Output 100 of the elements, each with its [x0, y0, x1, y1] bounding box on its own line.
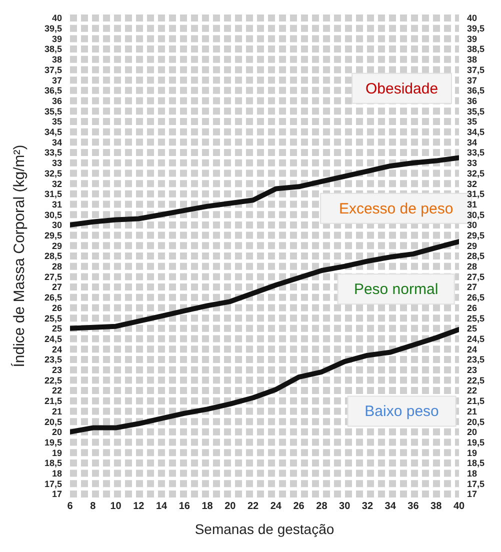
y-tick-label: 34,5	[44, 127, 62, 138]
x-tick-label: 14	[156, 501, 168, 512]
y2-tick-label: 22,5	[467, 375, 485, 386]
y-tick-label: 32	[52, 178, 62, 189]
y-tick-label: 26,5	[44, 292, 62, 303]
x-axis-title: Semanas de gestação	[194, 521, 334, 537]
y-tick-label: 25,5	[44, 313, 62, 324]
y2-tick-label: 36	[467, 96, 478, 106]
x-tick-label: 34	[384, 501, 396, 512]
x-tick-label: 6	[67, 501, 74, 512]
y2-tick-label: 34	[467, 137, 478, 148]
y2-tick-label: 26	[467, 302, 478, 313]
x-tick-label: 28	[316, 501, 328, 512]
y-tick-label: 29,5	[44, 230, 62, 240]
y2-tick-label: 26,5	[467, 292, 485, 303]
y2-tick-label: 33	[467, 158, 478, 168]
y-tick-label: 19	[52, 448, 62, 458]
x-tick-label: 18	[202, 501, 214, 512]
y-tick-label: 38	[52, 54, 62, 65]
y-tick-label: 18	[52, 468, 62, 478]
y2-tick-label: 24,5	[467, 334, 485, 344]
y2-tick-label: 27,5	[467, 272, 485, 282]
y2-tick-label: 17	[467, 489, 478, 500]
annotation: Excesso de peso	[338, 200, 454, 218]
y2-tick-label: 36,5	[467, 86, 485, 96]
y2-tick-label: 20	[467, 427, 478, 438]
y-tick-label: 28,5	[44, 251, 62, 262]
annotation: Obesidade	[366, 80, 438, 98]
y2-tick-label: 18	[467, 468, 478, 478]
y-tick-label: 24	[52, 344, 62, 354]
y-tick-label: 40	[52, 13, 62, 24]
x-tick-label: 26	[293, 501, 305, 512]
y2-tick-label: 22	[467, 386, 478, 396]
y2-tick-label: 29,5	[467, 230, 485, 240]
y-tick-label: 38,5	[44, 44, 62, 54]
y-tick-label: 32,5	[44, 168, 62, 178]
y-tick-label: 22,5	[44, 375, 62, 386]
y2-tick-label: 27	[467, 282, 478, 292]
y2-tick-label: 17,5	[467, 478, 485, 489]
x-tick-label: 24	[270, 501, 282, 512]
y2-tick-label: 29	[467, 240, 478, 251]
x-tick-label: 30	[339, 501, 351, 512]
y2-tick-label: 19,5	[467, 437, 485, 448]
y2-tick-label: 32	[467, 178, 478, 189]
y2-tick-label: 24	[467, 344, 478, 354]
y2-tick-label: 18,5	[467, 458, 485, 468]
y-tick-label: 30	[52, 220, 62, 230]
x-tick-label: 40	[453, 501, 465, 512]
y-tick-label: 37	[52, 75, 62, 86]
annotation: Peso normal	[354, 281, 438, 298]
y2-tick-label: 20,5	[467, 416, 485, 427]
y-tick-label: 35	[52, 116, 62, 127]
x-tick-label: 8	[90, 501, 96, 512]
y2-tick-label: 37,5	[467, 64, 485, 75]
x-tick-label: 12	[133, 501, 145, 512]
y2-tick-label: 38	[467, 54, 478, 65]
y2-tick-label: 40	[467, 13, 478, 24]
y-tick-label: 17	[52, 489, 62, 500]
y2-tick-label: 39	[467, 34, 478, 44]
y2-tick-label: 19	[467, 448, 478, 458]
y-tick-label: 34	[52, 137, 62, 148]
y-tick-label: 25	[52, 324, 62, 334]
y-axis-title: Índice de Massa Corporal (kg/m²)	[10, 144, 28, 368]
y2-tick-label: 30,5	[467, 210, 485, 220]
x-tick-label: 16	[178, 501, 190, 512]
y2-tick-label: 21	[467, 406, 478, 416]
x-tick-label: 38	[430, 501, 442, 512]
y2-tick-label: 31,5	[467, 189, 485, 200]
y-tick-label: 39,5	[44, 24, 62, 34]
y-tick-label: 26	[52, 302, 62, 313]
y-tick-label: 27,5	[44, 272, 62, 282]
annotation: Baixo peso	[364, 403, 439, 420]
y2-tick-label: 34,5	[467, 127, 485, 138]
y2-tick-label: 35,5	[467, 106, 485, 116]
y-tick-label: 29	[52, 240, 62, 251]
y-tick-label: 20	[52, 427, 62, 438]
y-tick-label: 33,5	[44, 148, 62, 158]
y-tick-label: 36,5	[44, 86, 62, 96]
y-tick-label: 27	[52, 282, 62, 292]
y2-tick-label: 31	[467, 199, 478, 210]
y2-tick-label: 38,5	[467, 44, 485, 54]
y2-tick-label: 35	[467, 116, 478, 127]
y-tick-label: 21,5	[44, 396, 62, 406]
x-tick-label: 10	[110, 501, 122, 512]
x-tick-label: 22	[247, 501, 260, 512]
y-tick-label: 22	[52, 386, 62, 396]
y-tick-label: 23,5	[44, 354, 62, 365]
y-tick-label: 37,5	[44, 64, 62, 75]
y-tick-label: 18,5	[44, 458, 62, 468]
y-tick-label: 31,5	[44, 189, 62, 200]
y2-tick-label: 28,5	[467, 251, 485, 262]
y-tick-label: 17,5	[44, 478, 62, 489]
y-tick-label: 35,5	[44, 106, 62, 116]
y2-tick-label: 25	[467, 324, 478, 334]
y-tick-label: 30,5	[44, 210, 62, 220]
y2-tick-label: 30	[467, 220, 478, 230]
y-tick-label: 39	[52, 34, 62, 44]
y2-tick-label: 37	[467, 75, 478, 86]
y-tick-label: 33	[52, 158, 62, 168]
y2-tick-label: 32,5	[467, 168, 485, 178]
